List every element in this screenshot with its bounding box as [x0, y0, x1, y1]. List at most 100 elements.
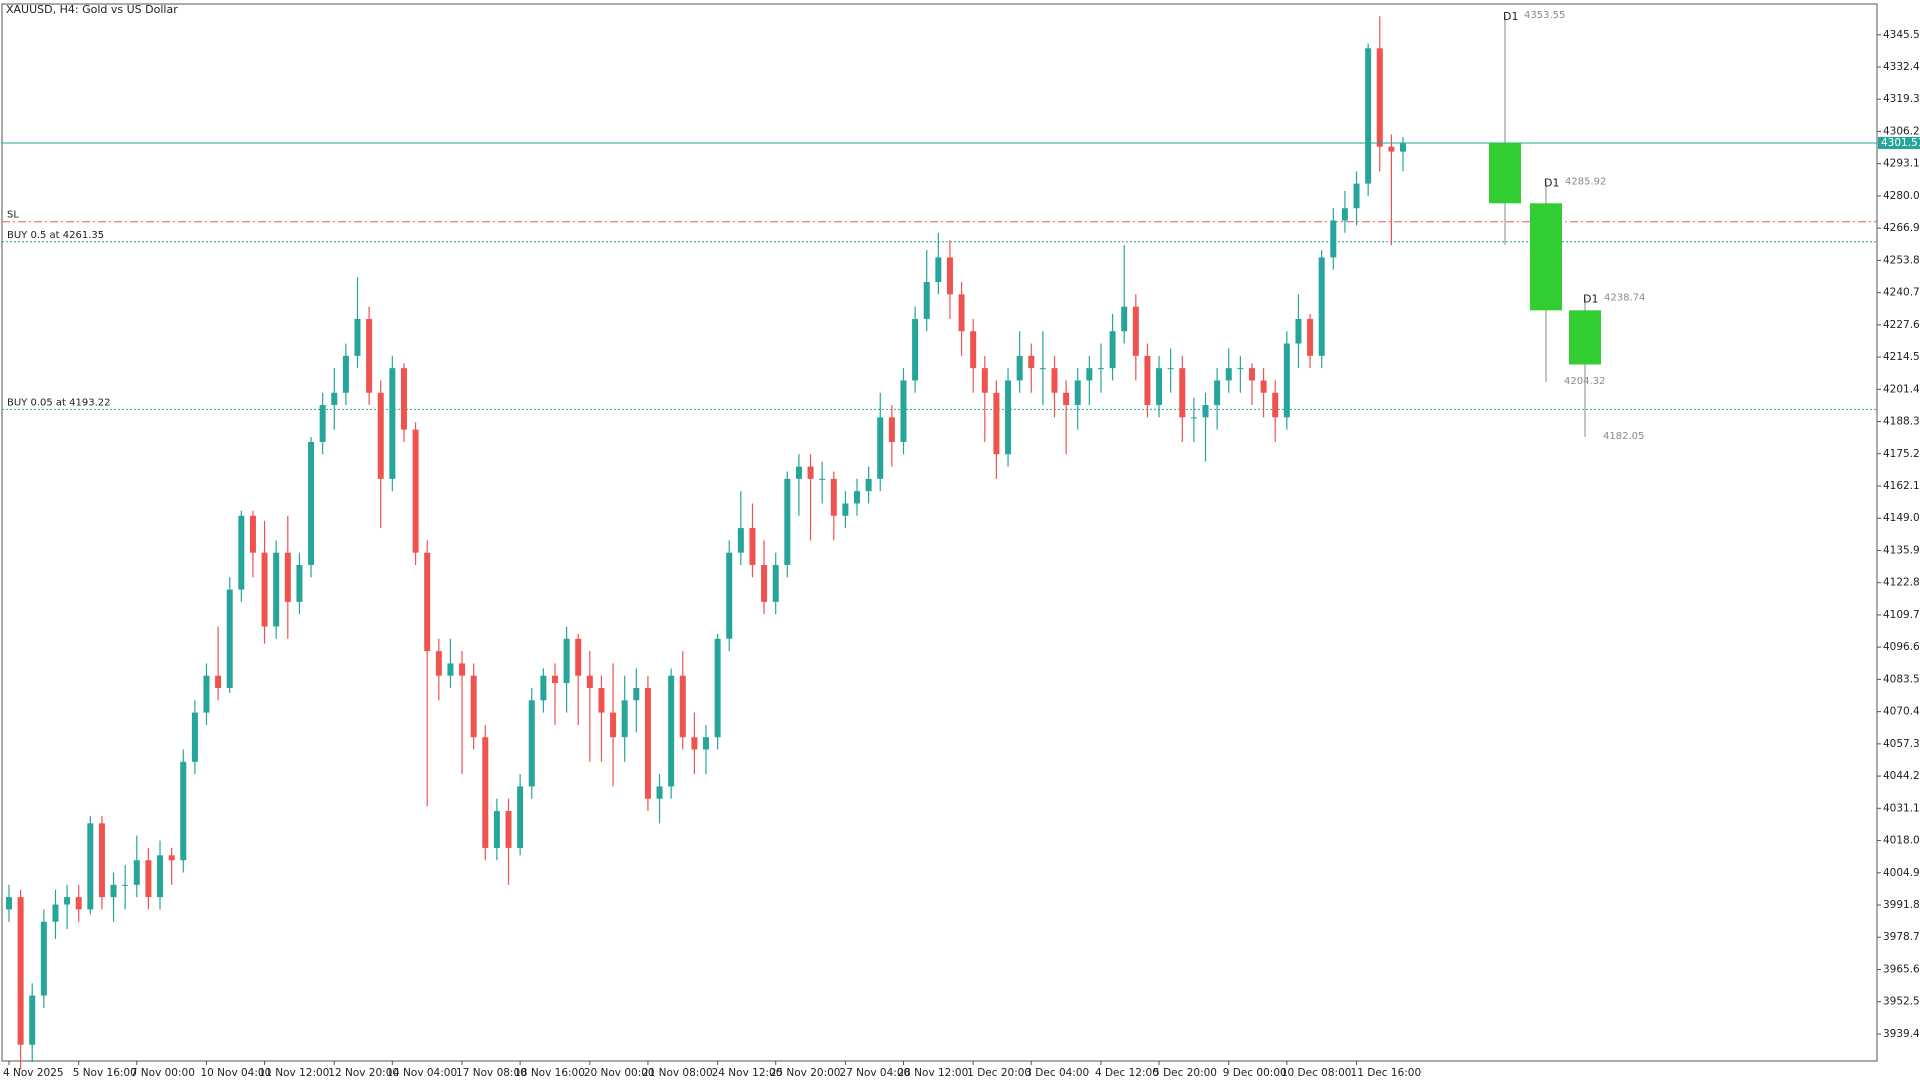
candle-body [1167, 368, 1174, 370]
candle-body [52, 904, 59, 922]
x-tick-label: 9 Dec 00:00 [1223, 1067, 1287, 1079]
candle-body [563, 638, 570, 684]
projection-label: D1 [1544, 176, 1559, 189]
candle-body [447, 663, 454, 676]
candle-body [1121, 306, 1128, 332]
y-tick-label: 4306.20 [1883, 125, 1920, 137]
candle-body [993, 392, 1000, 455]
candle-body [1248, 368, 1255, 381]
candle-body [296, 564, 303, 602]
candle-body [122, 884, 129, 886]
candle-body [145, 860, 152, 898]
current-price-box [1878, 136, 1920, 149]
candle-body [517, 786, 524, 848]
candle-body [470, 675, 477, 738]
candle-body [621, 700, 628, 738]
x-tick-label: 11 Dec 16:00 [1351, 1067, 1422, 1079]
x-tick-label: 17 Nov 08:00 [456, 1067, 527, 1079]
candle-body [308, 441, 315, 565]
candle-body [331, 392, 338, 406]
candle-body [29, 995, 36, 1045]
candle-body [459, 663, 466, 676]
candle-body [1388, 146, 1395, 152]
y-tick-label: 4122.80 [1883, 577, 1920, 589]
candle-body [1365, 48, 1372, 184]
candle-body [970, 331, 977, 369]
candle-body [319, 405, 326, 442]
candle-body [610, 712, 617, 738]
candle-body [168, 855, 175, 861]
projection-low-label: 4182.05 [1603, 431, 1644, 442]
candle-body [807, 466, 814, 479]
candle-body [958, 294, 965, 332]
candle-body [157, 855, 164, 898]
candle-body [900, 380, 907, 442]
candle-body [342, 355, 349, 393]
y-tick-label: 3952.50 [1883, 996, 1920, 1008]
y-tick-label: 4345.50 [1883, 29, 1920, 41]
y-tick-label: 4109.70 [1883, 609, 1920, 621]
candle-body [1016, 355, 1023, 381]
candle-body [1190, 417, 1197, 419]
candle-body [505, 811, 512, 848]
y-tick-label: 4149.00 [1883, 512, 1920, 524]
candle-body [679, 675, 686, 738]
y-tick-label: 3939.40 [1883, 1028, 1920, 1040]
candle-body [784, 478, 791, 565]
candle-body [1039, 368, 1046, 370]
y-tick-label: 4332.40 [1883, 61, 1920, 73]
y-tick-label: 4083.50 [1883, 673, 1920, 685]
candle-body [261, 552, 268, 627]
y-tick-label: 3965.60 [1883, 963, 1920, 975]
candle-body [598, 687, 605, 713]
projection-body [1530, 203, 1562, 311]
y-tick-label: 4253.80 [1883, 254, 1920, 266]
candle-body [1330, 220, 1337, 258]
candle-body [64, 897, 71, 905]
candle-body [691, 737, 698, 750]
projection-label: D1 [1503, 10, 1518, 23]
y-tick-label: 3978.70 [1883, 931, 1920, 943]
candle-body [6, 897, 12, 910]
candle-body [1063, 392, 1070, 406]
candle-body [656, 786, 663, 799]
candle-body [749, 528, 756, 565]
y-tick-label: 4188.30 [1883, 416, 1920, 428]
candle-body [1156, 368, 1163, 406]
x-tick-label: 5 Nov 16:00 [73, 1067, 137, 1079]
candle-body [87, 823, 94, 910]
candle-body [1272, 392, 1279, 418]
x-tick-label: 20 Nov 00:00 [584, 1067, 655, 1079]
y-tick-label: 4057.30 [1883, 738, 1920, 750]
candle-body [1144, 355, 1151, 406]
candle-body [772, 564, 779, 602]
level-label: SL [7, 210, 19, 221]
y-tick-label: 4031.10 [1883, 802, 1920, 814]
candle-body [284, 552, 291, 602]
candle-body [110, 884, 117, 898]
x-tick-label: 21 Nov 08:00 [642, 1067, 713, 1079]
candle-body [1295, 318, 1302, 344]
x-tick-label: 10 Dec 08:00 [1281, 1067, 1352, 1079]
y-tick-label: 4044.20 [1883, 770, 1920, 782]
candle-body [17, 897, 24, 1045]
candle-body [215, 675, 222, 688]
candle-body [482, 737, 489, 848]
candle-body [180, 761, 187, 861]
candle-body [854, 491, 861, 504]
candle-body [1005, 380, 1012, 455]
x-tick-label: 27 Nov 04:00 [839, 1067, 910, 1079]
y-tick-label: 4240.70 [1883, 287, 1920, 299]
candle-body [354, 318, 361, 356]
candle-body [238, 515, 245, 590]
candle-body [842, 503, 849, 516]
y-tick-label: 4280.00 [1883, 190, 1920, 202]
candle-body [1307, 318, 1314, 356]
y-tick-label: 3991.80 [1883, 899, 1920, 911]
projection-body [1569, 310, 1601, 365]
candle-body [1225, 368, 1232, 381]
candle-body [888, 417, 895, 442]
projection-label: D1 [1583, 292, 1598, 305]
candle-body [133, 860, 140, 885]
